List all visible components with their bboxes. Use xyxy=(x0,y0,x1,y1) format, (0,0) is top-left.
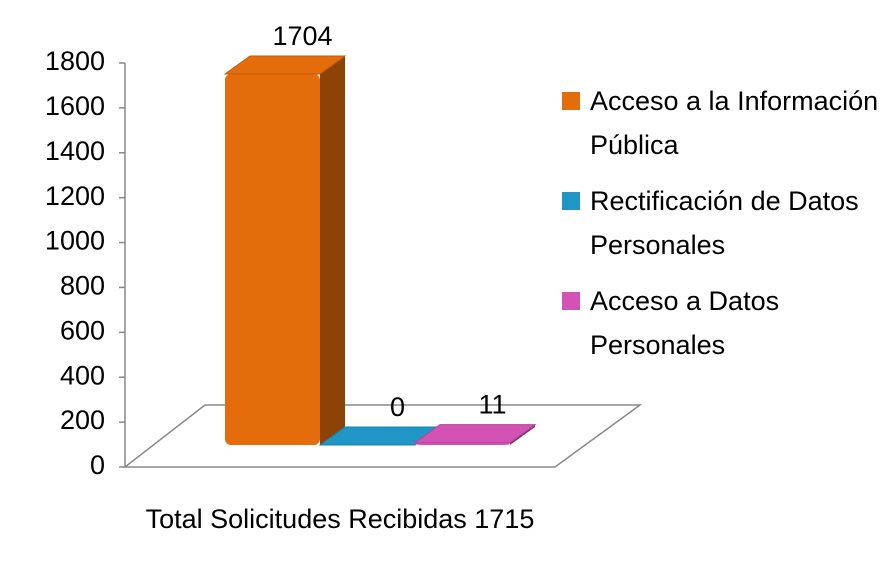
x-tick-label: Total Solicitudes Recibidas 1715 xyxy=(145,504,535,534)
bar xyxy=(223,55,347,446)
bar-front xyxy=(415,442,510,445)
bar-side xyxy=(320,56,345,446)
y-tick-label: 1800 xyxy=(45,46,105,76)
legend-swatch xyxy=(562,192,580,210)
y-tick-label: 1600 xyxy=(45,91,105,121)
y-tick-label: 600 xyxy=(60,315,105,345)
y-tick-label: 400 xyxy=(60,360,105,390)
value-label: 1704 xyxy=(272,21,332,51)
y-tick-label: 0 xyxy=(90,450,105,480)
legend-swatch xyxy=(562,292,580,310)
y-tick-label: 1400 xyxy=(45,136,105,166)
floor xyxy=(122,404,643,468)
bar-front xyxy=(225,74,320,445)
legend-label: Acceso a Datos Personales xyxy=(590,286,780,360)
legend-label: Acceso a la Información Pública xyxy=(590,86,879,160)
y-tick-label: 1000 xyxy=(45,226,105,256)
value-label: 0 xyxy=(390,392,405,422)
y-tick-label: 800 xyxy=(60,271,105,301)
bar xyxy=(413,424,537,445)
legend-label: Rectificación de Datos Personales xyxy=(590,186,859,260)
value-label: 11 xyxy=(478,390,506,420)
y-tick-label: 200 xyxy=(60,405,105,435)
bar-top xyxy=(223,55,347,75)
y-tick-label: 1200 xyxy=(45,181,105,211)
bar-top xyxy=(413,424,537,444)
legend-swatch xyxy=(562,92,580,110)
